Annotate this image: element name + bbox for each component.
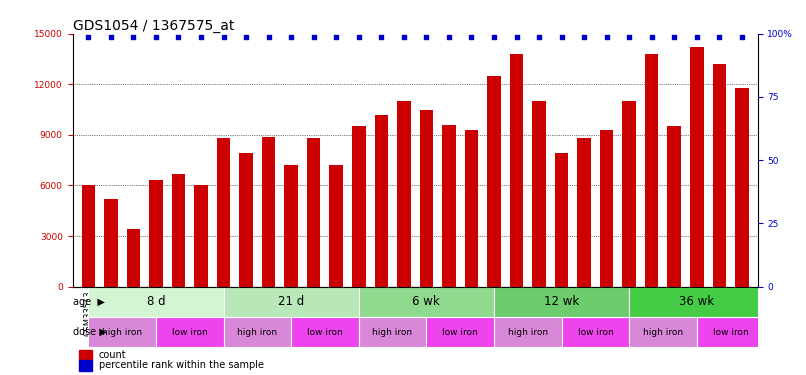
Point: [623, 34, 636, 40]
Text: low iron: low iron: [578, 328, 613, 337]
Bar: [713, 64, 726, 286]
Bar: [577, 138, 591, 286]
Bar: [223, 317, 291, 347]
Point: [352, 34, 365, 40]
Bar: [690, 47, 704, 286]
Point: [488, 34, 501, 40]
Text: high iron: high iron: [237, 328, 277, 337]
Point: [668, 34, 681, 40]
Text: low iron: low iron: [307, 328, 343, 337]
Point: [262, 34, 275, 40]
Point: [149, 34, 162, 40]
Point: [330, 34, 343, 40]
Point: [510, 34, 523, 40]
Bar: [156, 317, 223, 347]
Point: [646, 34, 659, 40]
Text: 21 d: 21 d: [278, 295, 305, 308]
Point: [194, 34, 207, 40]
Bar: [127, 229, 140, 286]
Bar: [262, 136, 276, 286]
Point: [375, 34, 388, 40]
Point: [127, 34, 139, 40]
Text: age  ▶: age ▶: [73, 297, 105, 307]
Point: [691, 34, 704, 40]
Bar: [494, 317, 562, 347]
Point: [735, 34, 748, 40]
Bar: [532, 101, 546, 286]
Bar: [622, 101, 636, 286]
Text: high iron: high iron: [643, 328, 683, 337]
Bar: [697, 317, 764, 347]
Bar: [89, 317, 156, 347]
Bar: [81, 186, 95, 286]
Point: [82, 34, 95, 40]
Bar: [509, 54, 523, 286]
Bar: [629, 286, 764, 317]
Bar: [494, 286, 629, 317]
Text: 12 wk: 12 wk: [544, 295, 580, 308]
Bar: [487, 76, 501, 286]
Bar: [420, 110, 433, 286]
Point: [713, 34, 725, 40]
Bar: [359, 317, 426, 347]
Point: [217, 34, 230, 40]
Bar: [442, 125, 455, 286]
Point: [420, 34, 433, 40]
Text: percentile rank within the sample: percentile rank within the sample: [98, 360, 264, 370]
Bar: [645, 54, 659, 286]
Text: low iron: low iron: [172, 328, 208, 337]
Bar: [330, 165, 343, 286]
Bar: [629, 317, 697, 347]
Point: [555, 34, 568, 40]
Point: [285, 34, 297, 40]
Bar: [239, 153, 253, 286]
Bar: [426, 317, 494, 347]
Point: [533, 34, 546, 40]
Bar: [285, 165, 298, 286]
Text: 36 wk: 36 wk: [679, 295, 714, 308]
Bar: [465, 130, 478, 286]
Bar: [217, 138, 231, 286]
Bar: [735, 88, 749, 286]
Bar: [79, 350, 92, 360]
Point: [465, 34, 478, 40]
Text: high iron: high iron: [372, 328, 413, 337]
Point: [578, 34, 591, 40]
Bar: [307, 138, 321, 286]
Bar: [375, 115, 388, 286]
Bar: [223, 286, 359, 317]
Point: [397, 34, 410, 40]
Point: [442, 34, 455, 40]
Point: [600, 34, 613, 40]
Bar: [194, 186, 208, 286]
Bar: [172, 174, 185, 286]
Point: [307, 34, 320, 40]
Bar: [291, 317, 359, 347]
Bar: [562, 317, 629, 347]
Text: dose ▶: dose ▶: [73, 327, 106, 337]
Point: [105, 34, 118, 40]
Text: high iron: high iron: [508, 328, 548, 337]
Text: 6 wk: 6 wk: [413, 295, 440, 308]
Bar: [352, 126, 365, 286]
Text: GDS1054 / 1367575_at: GDS1054 / 1367575_at: [73, 19, 234, 33]
Point: [239, 34, 252, 40]
Bar: [667, 126, 681, 286]
Bar: [359, 286, 494, 317]
Text: low iron: low iron: [713, 328, 749, 337]
Bar: [104, 199, 118, 286]
Point: [172, 34, 185, 40]
Bar: [555, 153, 568, 286]
Bar: [89, 286, 223, 317]
Bar: [79, 360, 92, 370]
Text: low iron: low iron: [442, 328, 478, 337]
Text: count: count: [98, 350, 127, 360]
Bar: [600, 130, 613, 286]
Bar: [397, 101, 410, 286]
Text: 8 d: 8 d: [147, 295, 165, 308]
Bar: [149, 180, 163, 286]
Text: high iron: high iron: [102, 328, 142, 337]
